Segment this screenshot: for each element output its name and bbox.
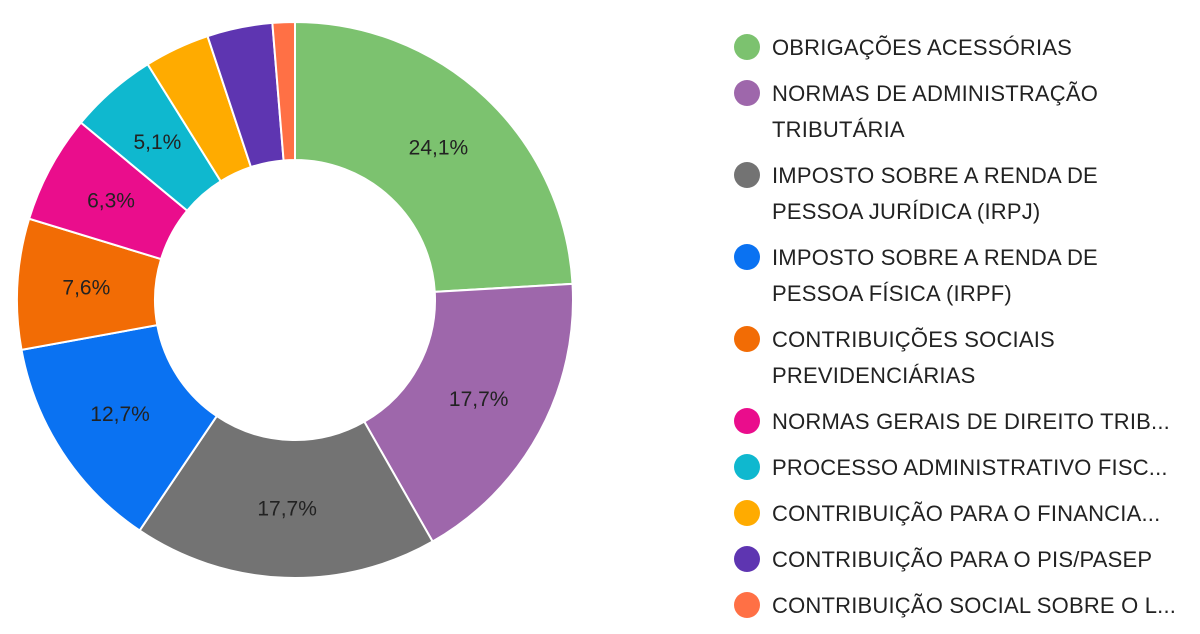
legend-item[interactable]: IMPOSTO SOBRE A RENDA DE PESSOA FÍSICA (…: [734, 240, 1194, 312]
legend-label: CONTRIBUIÇÃO SOCIAL SOBRE O L...: [772, 593, 1177, 618]
legend-item[interactable]: IMPOSTO SOBRE A RENDA DE PESSOA JURÍDICA…: [734, 158, 1194, 230]
legend-item[interactable]: PROCESSO ADMINISTRATIVO FISC...: [734, 450, 1194, 486]
legend-item[interactable]: CONTRIBUIÇÃO SOCIAL SOBRE O L...: [734, 588, 1194, 624]
legend-color-swatch: [734, 326, 760, 352]
donut-chart: 24,1% 17,7% 17,7% 12,7% 7,6% 6,3% 5,1%: [16, 20, 574, 579]
chart-legend: OBRIGAÇÕES ACESSÓRIAS NORMAS DE ADMINISTR…: [734, 30, 1194, 634]
donut-slice-3[interactable]: [138, 414, 434, 579]
donut-slice-10[interactable]: [271, 20, 296, 162]
legend-color-swatch: [734, 454, 760, 480]
legend-color-swatch: [734, 34, 760, 60]
slice-value-label: 12,7%: [90, 403, 150, 426]
legend-label: CONTRIBUIÇÃO PARA O FINANCIA...: [772, 501, 1161, 526]
legend-label: NORMAS GERAIS DE DIREITO TRIB...: [772, 409, 1170, 434]
legend-color-swatch: [734, 408, 760, 434]
donut-slice-2[interactable]: [362, 282, 574, 543]
legend-color-swatch: [734, 244, 760, 270]
legend-color-swatch: [734, 592, 760, 618]
legend-label: CONTRIBUIÇÃO PARA O PIS/PASEP: [772, 547, 1153, 572]
donut-slice-1[interactable]: [294, 20, 574, 293]
legend-item[interactable]: CONTRIBUIÇÕES SOCIAIS PREVIDENCIÁRIAS: [734, 322, 1194, 394]
legend-label: IMPOSTO SOBRE A RENDA DE PESSOA FÍSICA (…: [772, 245, 1098, 306]
legend-item[interactable]: CONTRIBUIÇÃO PARA O FINANCIA...: [734, 496, 1194, 532]
legend-label: NORMAS DE ADMINISTRAÇÃO TRIBUTÁRIA: [772, 81, 1099, 142]
legend-label: IMPOSTO SOBRE A RENDA DE PESSOA JURÍDICA…: [772, 163, 1098, 224]
slice-value-label: 7,6%: [62, 276, 110, 299]
legend-label: OBRIGAÇÕES ACESSÓRIAS: [772, 35, 1073, 60]
legend-color-swatch: [734, 162, 760, 188]
legend-item[interactable]: OBRIGAÇÕES ACESSÓRIAS: [734, 30, 1194, 66]
legend-color-swatch: [734, 546, 760, 572]
legend-label: CONTRIBUIÇÕES SOCIAIS PREVIDENCIÁRIAS: [772, 327, 1055, 388]
legend-item[interactable]: CONTRIBUIÇÃO PARA O PIS/PASEP: [734, 542, 1194, 578]
slice-value-label: 24,1%: [409, 136, 469, 159]
slice-value-label: 5,1%: [133, 131, 181, 154]
slice-value-label: 6,3%: [87, 189, 135, 212]
legend-item[interactable]: NORMAS GERAIS DE DIREITO TRIB...: [734, 404, 1194, 440]
slice-value-label: 17,7%: [257, 497, 317, 520]
slice-value-label: 17,7%: [449, 388, 509, 411]
legend-color-swatch: [734, 500, 760, 526]
legend-label: PROCESSO ADMINISTRATIVO FISC...: [772, 455, 1168, 480]
legend-color-swatch: [734, 80, 760, 106]
legend-item[interactable]: NORMAS DE ADMINISTRAÇÃO TRIBUTÁRIA: [734, 76, 1194, 148]
